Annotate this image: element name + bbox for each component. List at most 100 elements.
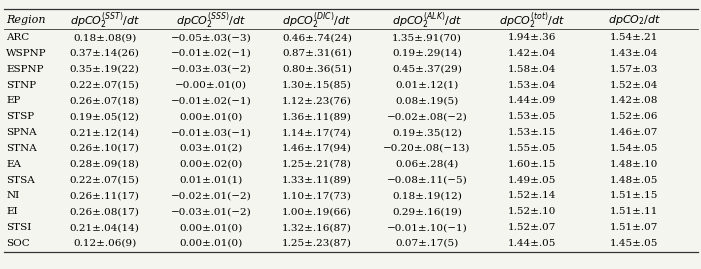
Text: $dpCO_2^{(DIC)}/dt$: $dpCO_2^{(DIC)}/dt$ — [283, 10, 351, 31]
Text: EP: EP — [6, 96, 20, 105]
Text: 0.28±.09(18): 0.28±.09(18) — [70, 160, 139, 169]
Text: $dpCO_2^{(SSS)}/dt$: $dpCO_2^{(SSS)}/dt$ — [176, 10, 246, 31]
Text: 0.26±.10(17): 0.26±.10(17) — [70, 144, 139, 153]
Text: SOC: SOC — [6, 239, 30, 248]
Text: 1.25±.21(78): 1.25±.21(78) — [282, 160, 352, 169]
Text: 0.00±.02(0): 0.00±.02(0) — [179, 160, 243, 169]
Text: 0.18±.19(12): 0.18±.19(12) — [392, 192, 462, 200]
Text: 1.53±.05: 1.53±.05 — [508, 112, 556, 121]
Text: Region: Region — [6, 15, 46, 25]
Text: −0.01±.03(−1): −0.01±.03(−1) — [170, 128, 251, 137]
Text: 0.19±.05(12): 0.19±.05(12) — [70, 112, 139, 121]
Text: 0.18±.08(9): 0.18±.08(9) — [73, 33, 137, 42]
Text: 0.00±.01(0): 0.00±.01(0) — [179, 223, 243, 232]
Text: 0.00±.01(0): 0.00±.01(0) — [179, 239, 243, 248]
Text: 1.43±.04: 1.43±.04 — [610, 49, 658, 58]
Text: $dpCO_2^{(tot)}/dt$: $dpCO_2^{(tot)}/dt$ — [499, 10, 565, 31]
Text: 0.22±.07(15): 0.22±.07(15) — [70, 176, 139, 185]
Text: −0.03±.01(−2): −0.03±.01(−2) — [170, 207, 251, 216]
Text: 0.87±.31(61): 0.87±.31(61) — [282, 49, 352, 58]
Text: 0.19±.29(14): 0.19±.29(14) — [392, 49, 462, 58]
Text: STSA: STSA — [6, 176, 35, 185]
Text: −0.00±.01(0): −0.00±.01(0) — [175, 80, 247, 90]
Text: 1.48±.10: 1.48±.10 — [610, 160, 658, 169]
Text: 1.14±.17(74): 1.14±.17(74) — [282, 128, 352, 137]
Text: 0.26±.08(17): 0.26±.08(17) — [70, 207, 139, 216]
Text: −0.02±.08(−2): −0.02±.08(−2) — [386, 112, 468, 121]
Text: 0.46±.74(24): 0.46±.74(24) — [282, 33, 352, 42]
Text: STSI: STSI — [6, 223, 32, 232]
Text: $dpCO_2^{(ALK)}/dt$: $dpCO_2^{(ALK)}/dt$ — [392, 10, 462, 31]
Text: 0.08±.19(5): 0.08±.19(5) — [395, 96, 458, 105]
Text: −0.08±.11(−5): −0.08±.11(−5) — [386, 176, 468, 185]
Text: −0.20±.08(−13): −0.20±.08(−13) — [383, 144, 470, 153]
Text: 1.55±.05: 1.55±.05 — [508, 144, 556, 153]
Text: $dpCO_2^{(SST)}/dt$: $dpCO_2^{(SST)}/dt$ — [70, 10, 139, 31]
Text: EI: EI — [6, 207, 18, 216]
Text: 0.07±.17(5): 0.07±.17(5) — [395, 239, 458, 248]
Text: 1.46±.17(94): 1.46±.17(94) — [282, 144, 352, 153]
Text: 1.12±.23(76): 1.12±.23(76) — [282, 96, 352, 105]
Text: ESPNP: ESPNP — [6, 65, 43, 74]
Text: −0.03±.03(−2): −0.03±.03(−2) — [170, 65, 251, 74]
Text: −0.01±.02(−1): −0.01±.02(−1) — [170, 49, 251, 58]
Text: 1.46±.07: 1.46±.07 — [610, 128, 658, 137]
Text: 1.10±.17(73): 1.10±.17(73) — [282, 192, 352, 200]
Text: 0.03±.01(2): 0.03±.01(2) — [179, 144, 243, 153]
Text: STSP: STSP — [6, 112, 34, 121]
Text: 0.37±.14(26): 0.37±.14(26) — [70, 49, 139, 58]
Text: STNA: STNA — [6, 144, 37, 153]
Text: 1.32±.16(87): 1.32±.16(87) — [282, 223, 352, 232]
Text: 0.21±.12(14): 0.21±.12(14) — [70, 128, 139, 137]
Text: 1.51±.07: 1.51±.07 — [610, 223, 658, 232]
Text: 1.52±.06: 1.52±.06 — [610, 112, 658, 121]
Text: −0.01±.02(−1): −0.01±.02(−1) — [170, 96, 251, 105]
Text: 1.25±.23(87): 1.25±.23(87) — [282, 239, 352, 248]
Text: 1.94±.36: 1.94±.36 — [508, 33, 556, 42]
Text: 0.00±.01(0): 0.00±.01(0) — [179, 112, 243, 121]
Text: 1.49±.05: 1.49±.05 — [508, 176, 556, 185]
Text: −0.02±.01(−2): −0.02±.01(−2) — [170, 192, 251, 200]
Text: 1.60±.15: 1.60±.15 — [508, 160, 556, 169]
Text: 1.00±.19(66): 1.00±.19(66) — [282, 207, 352, 216]
Text: 0.22±.07(15): 0.22±.07(15) — [70, 80, 139, 90]
Text: −0.05±.03(−3): −0.05±.03(−3) — [170, 33, 251, 42]
Text: 1.36±.11(89): 1.36±.11(89) — [282, 112, 352, 121]
Text: 0.26±.07(18): 0.26±.07(18) — [70, 96, 139, 105]
Text: 1.42±.08: 1.42±.08 — [610, 96, 658, 105]
Text: 1.52±.04: 1.52±.04 — [610, 80, 658, 90]
Text: 0.01±.12(1): 0.01±.12(1) — [395, 80, 458, 90]
Text: 1.30±.15(85): 1.30±.15(85) — [282, 80, 352, 90]
Text: 1.52±.07: 1.52±.07 — [508, 223, 556, 232]
Text: $dpCO_2/dt$: $dpCO_2/dt$ — [608, 13, 661, 27]
Text: 1.54±.05: 1.54±.05 — [610, 144, 658, 153]
Text: NI: NI — [6, 192, 20, 200]
Text: ARC: ARC — [6, 33, 29, 42]
Text: 1.51±.15: 1.51±.15 — [610, 192, 658, 200]
Text: 1.35±.91(70): 1.35±.91(70) — [392, 33, 462, 42]
Text: WSPNP: WSPNP — [6, 49, 47, 58]
Text: 1.42±.04: 1.42±.04 — [508, 49, 556, 58]
Text: 1.44±.09: 1.44±.09 — [508, 96, 556, 105]
Text: 1.58±.04: 1.58±.04 — [508, 65, 556, 74]
Text: 0.19±.35(12): 0.19±.35(12) — [392, 128, 462, 137]
Text: STNP: STNP — [6, 80, 36, 90]
Text: SPNA: SPNA — [6, 128, 37, 137]
Text: 1.45±.05: 1.45±.05 — [610, 239, 658, 248]
Text: 1.52±.14: 1.52±.14 — [508, 192, 556, 200]
Text: 1.51±.11: 1.51±.11 — [610, 207, 658, 216]
Text: 1.52±.10: 1.52±.10 — [508, 207, 556, 216]
Text: −0.01±.10(−1): −0.01±.10(−1) — [386, 223, 468, 232]
Text: EA: EA — [6, 160, 21, 169]
Text: 0.12±.06(9): 0.12±.06(9) — [73, 239, 137, 248]
Text: 1.57±.03: 1.57±.03 — [610, 65, 658, 74]
Text: 1.33±.11(89): 1.33±.11(89) — [282, 176, 352, 185]
Text: 1.44±.05: 1.44±.05 — [508, 239, 556, 248]
Text: 0.45±.37(29): 0.45±.37(29) — [392, 65, 462, 74]
Text: 0.35±.19(22): 0.35±.19(22) — [70, 65, 139, 74]
Text: 0.29±.16(19): 0.29±.16(19) — [392, 207, 462, 216]
Text: 0.06±.28(4): 0.06±.28(4) — [395, 160, 458, 169]
Text: 0.80±.36(51): 0.80±.36(51) — [282, 65, 352, 74]
Text: 1.53±.04: 1.53±.04 — [508, 80, 556, 90]
Text: 1.53±.15: 1.53±.15 — [508, 128, 556, 137]
